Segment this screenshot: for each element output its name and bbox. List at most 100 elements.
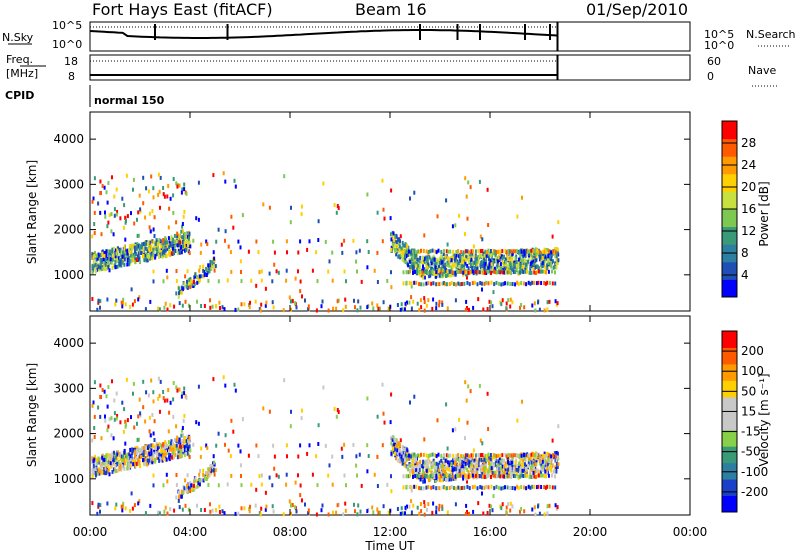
scatter-cell — [441, 506, 444, 511]
scatter-cell — [464, 461, 467, 466]
scatter-cell — [525, 486, 528, 491]
scatter-cell — [181, 491, 184, 496]
scatter-cell — [442, 268, 445, 273]
scatter-cell — [422, 258, 425, 263]
scatter-cell — [494, 453, 497, 458]
scatter-cell — [209, 463, 212, 468]
scatter-cell — [453, 253, 456, 258]
scatter-cell — [392, 231, 395, 236]
scatter-cell — [485, 250, 488, 255]
scatter-cell — [176, 251, 179, 256]
scatter-cell — [227, 244, 230, 249]
scatter-cell — [533, 474, 536, 479]
scatter-cell — [441, 485, 444, 490]
scatter-cell — [181, 187, 184, 192]
scatter-cell — [534, 249, 537, 254]
scatter-cell — [515, 267, 518, 272]
freq-label-line2: [MHz] — [6, 67, 38, 80]
scatter-cell — [301, 204, 303, 209]
scatter-cell — [523, 264, 526, 269]
scatter-cell — [324, 239, 327, 244]
scatter-cell — [454, 298, 457, 303]
scatter-cell — [197, 279, 200, 284]
scatter-cell — [536, 468, 539, 473]
y-tick-label: 1000 — [53, 472, 84, 486]
scatter-cell — [134, 461, 137, 466]
scatter-cell — [150, 443, 153, 448]
scatter-cell — [98, 256, 101, 261]
scatter-cell — [144, 419, 147, 424]
scatter-cell — [404, 460, 407, 465]
scatter-cell — [180, 394, 183, 399]
scatter-cell — [272, 239, 275, 244]
scatter-cell — [392, 242, 395, 247]
scatter-cell — [116, 452, 119, 457]
scatter-cell — [148, 429, 151, 434]
scatter-cell — [152, 247, 155, 252]
scatter-cell — [409, 456, 412, 461]
scatter-cell — [273, 262, 276, 267]
scatter-cell — [107, 464, 109, 469]
scatter-cell — [358, 248, 361, 253]
scatter-cell — [187, 507, 190, 512]
scatter-cell — [106, 257, 109, 261]
scatter-cell — [222, 171, 225, 176]
scatter-cell — [411, 249, 414, 254]
scatter-cell — [531, 280, 534, 285]
scatter-cell — [121, 196, 124, 201]
scatter-cell — [492, 251, 495, 256]
scatter-cell — [282, 512, 285, 517]
scatter-cell — [290, 205, 292, 210]
scatter-cell — [123, 449, 126, 453]
scatter-cell — [182, 229, 184, 234]
scatter-cell — [418, 263, 421, 268]
scatter-cell — [104, 210, 106, 215]
scatter-cell — [142, 405, 145, 410]
scatter-cell — [519, 305, 521, 310]
scatter-cell — [147, 393, 150, 398]
scatter-cell — [413, 280, 416, 285]
scatter-cell — [474, 484, 476, 489]
scatter-cell — [504, 474, 507, 479]
scatter-cell — [530, 464, 533, 469]
y-tick-label: 4000 — [53, 336, 84, 350]
scatter-cell — [126, 248, 129, 253]
scatter-cell — [240, 474, 242, 478]
scatter-cell — [93, 414, 96, 419]
scatter-cell — [142, 379, 145, 384]
scatter-cell — [425, 270, 428, 275]
scatter-cell — [168, 452, 171, 457]
scatter-cell — [476, 464, 479, 469]
scatter-cell — [540, 255, 543, 260]
scatter-cell — [395, 444, 398, 449]
scatter-cell — [402, 243, 405, 248]
scatter-cell — [551, 473, 553, 478]
scatter-cell — [93, 231, 96, 235]
scatter-cell — [159, 379, 162, 384]
scatter-cell — [272, 305, 275, 310]
scatter-cell — [485, 280, 488, 285]
scatter-cell — [501, 260, 504, 265]
scatter-cell — [517, 485, 520, 490]
scatter-cell — [440, 249, 443, 254]
scatter-cell — [425, 258, 428, 263]
scatter-cell — [217, 279, 220, 284]
scatter-cell — [116, 456, 119, 461]
scatter-cell — [260, 269, 263, 274]
scatter-cell — [502, 281, 505, 286]
scatter-cell — [541, 261, 544, 266]
scatter-cell — [539, 250, 541, 255]
scatter-cell — [416, 301, 419, 306]
scatter-cell — [475, 262, 477, 267]
scatter-cell — [115, 502, 118, 507]
scatter-cell — [414, 474, 417, 479]
scatter-cell — [106, 224, 109, 229]
scatter-cell — [396, 448, 399, 453]
scatter-cell — [168, 248, 171, 253]
scatter-cell — [178, 454, 181, 459]
scatter-cell — [110, 229, 113, 234]
scatter-cell — [475, 466, 477, 471]
scatter-cell — [172, 242, 175, 247]
scatter-cell — [311, 472, 314, 477]
scatter-cell — [530, 270, 533, 275]
